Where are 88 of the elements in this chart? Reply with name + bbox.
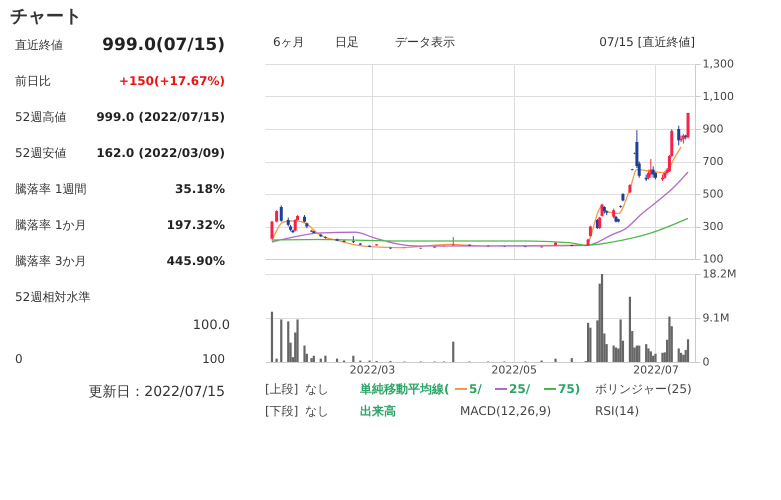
- text: なし: [305, 382, 329, 396]
- bar: [600, 274, 604, 362]
- text: データ表示: [395, 35, 455, 49]
- text: 445.90%: [166, 254, 225, 268]
- bar: [652, 356, 654, 362]
- bar: [678, 348, 680, 362]
- text: 直近終値: [15, 38, 63, 52]
- bar: [570, 358, 573, 362]
- bar: [636, 346, 638, 362]
- legend-label: 5/: [469, 382, 482, 396]
- text: 52週相対水準: [15, 290, 90, 304]
- text: 197.32%: [166, 218, 225, 232]
- text: なし: [305, 404, 329, 418]
- y-tick-label: 0: [702, 356, 710, 368]
- line-series: [271, 218, 689, 246]
- y-tick-label: 18.2M: [702, 268, 736, 280]
- bar: [638, 346, 640, 362]
- y-tick-label: 900: [702, 122, 724, 136]
- bar: [352, 356, 354, 362]
- text: ボリンジャー(25): [595, 382, 692, 396]
- y-tick-label: 1,100: [702, 90, 734, 103]
- x-tick-label: 2022/05: [491, 364, 538, 376]
- legend-title: 単純移動平均線(: [359, 382, 450, 396]
- text: 前日比: [15, 74, 51, 88]
- bar: [276, 358, 278, 362]
- text: 100: [202, 352, 225, 366]
- bar: [324, 356, 327, 362]
- bar: [554, 358, 557, 362]
- line-series: [271, 146, 682, 248]
- text: 999.0(07/15): [102, 35, 225, 55]
- y-tick-label: 9.1M: [702, 312, 730, 324]
- x-tick-label: 2022/03: [350, 364, 396, 376]
- bar: [628, 296, 632, 362]
- text: MACD(12,26,9): [460, 404, 552, 418]
- text: 52週安値: [15, 146, 66, 160]
- bar: [312, 356, 315, 362]
- candlestick: [612, 208, 616, 219]
- text: [下段]: [265, 404, 298, 418]
- text: 07/15 [直近終値]: [599, 35, 695, 49]
- text: [上段]: [265, 382, 298, 396]
- bar: [296, 319, 299, 362]
- bar: [287, 321, 290, 362]
- text: 騰落率 1週間: [15, 182, 86, 196]
- text: 100.0: [192, 318, 230, 333]
- text: 日足: [335, 35, 359, 49]
- bar: [310, 358, 313, 362]
- y-tick-label: 300: [702, 220, 724, 233]
- y-tick-label: 100: [702, 252, 724, 266]
- bar: [270, 312, 274, 362]
- bar: [645, 344, 648, 362]
- bar: [320, 358, 322, 362]
- candlestick: [270, 220, 274, 240]
- y-tick-label: 1,300: [702, 58, 734, 70]
- text: 出来高: [360, 404, 396, 418]
- x-tick-label: 2022/07: [633, 364, 679, 376]
- bar: [612, 346, 615, 362]
- y-tick-label: 700: [702, 155, 724, 168]
- bar: [686, 339, 690, 362]
- text: 騰落率 1か月: [15, 218, 86, 232]
- bar: [280, 319, 282, 362]
- legend-label: 75): [558, 382, 580, 396]
- text: 6ヶ月: [273, 35, 305, 49]
- bar: [452, 342, 454, 362]
- bar: [336, 358, 338, 362]
- text: 更新日：2022/07/15: [88, 384, 225, 400]
- text: 35.18%: [175, 182, 225, 196]
- text: +150(+17.67%): [118, 74, 225, 88]
- text: 999.0 (2022/07/15): [96, 110, 225, 124]
- y-tick-label: 500: [702, 188, 724, 200]
- candlestick: [652, 166, 655, 178]
- bar: [586, 322, 590, 362]
- bar: [668, 316, 671, 362]
- bar: [620, 319, 622, 362]
- text: 52週高値: [15, 110, 66, 124]
- candlestick: [294, 218, 297, 232]
- legend-label: 25/: [509, 382, 531, 396]
- bar: [650, 351, 652, 362]
- text: RSI(14): [595, 404, 640, 418]
- text: チャート: [10, 6, 82, 27]
- text: 0: [15, 352, 23, 366]
- text: 162.0 (2022/03/09): [96, 146, 225, 160]
- candlestick: [280, 204, 283, 222]
- candlestick: [275, 210, 278, 223]
- line-series: [271, 171, 689, 247]
- bar: [647, 348, 650, 362]
- candlestick: [677, 125, 680, 146]
- bar: [303, 346, 306, 362]
- text: 騰落率 3か月: [15, 254, 86, 268]
